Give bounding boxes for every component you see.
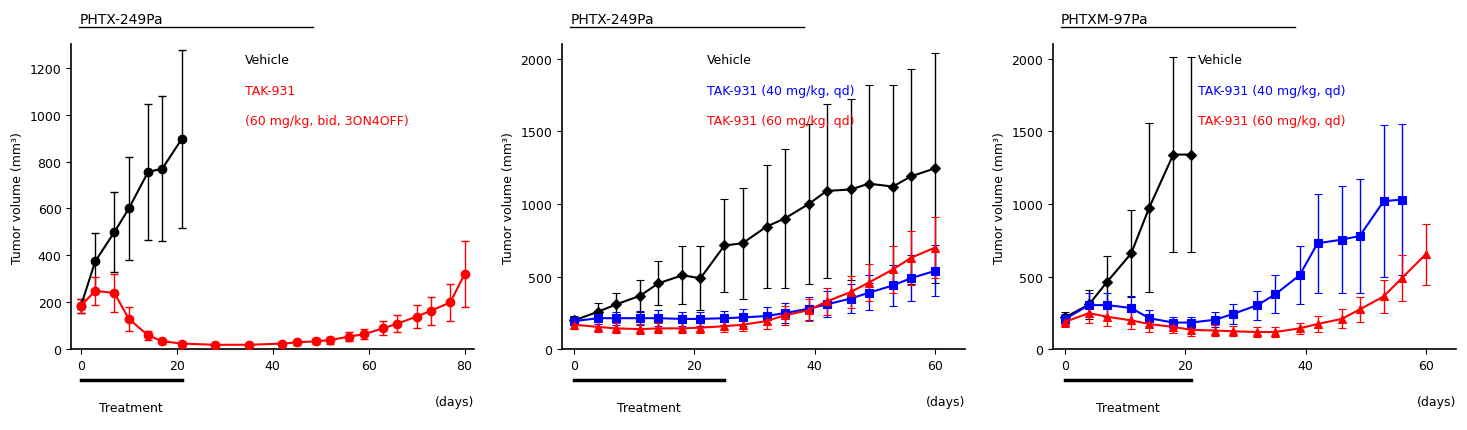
- Y-axis label: Tumor volume (mm³): Tumor volume (mm³): [993, 132, 1006, 263]
- Text: Treatment: Treatment: [1096, 402, 1160, 415]
- Text: TAK-931: TAK-931: [245, 85, 295, 98]
- Text: TAK-931 (60 mg/kg, qd): TAK-931 (60 mg/kg, qd): [707, 115, 855, 128]
- Text: TAK-931 (40 mg/kg, qd): TAK-931 (40 mg/kg, qd): [707, 85, 855, 98]
- Text: Vehicle: Vehicle: [1199, 54, 1243, 67]
- Text: PHTX-249Pa: PHTX-249Pa: [571, 12, 654, 27]
- Text: (60 mg/kg, bid, 3ON4OFF): (60 mg/kg, bid, 3ON4OFF): [245, 115, 408, 128]
- Y-axis label: Tumor volume (mm³): Tumor volume (mm³): [12, 132, 23, 263]
- Text: (days): (days): [434, 395, 474, 408]
- Y-axis label: Tumor volume (mm³): Tumor volume (mm³): [502, 132, 515, 263]
- Text: TAK-931 (40 mg/kg, qd): TAK-931 (40 mg/kg, qd): [1199, 85, 1345, 98]
- Text: (days): (days): [926, 395, 965, 408]
- Text: Vehicle: Vehicle: [707, 54, 753, 67]
- Text: (days): (days): [1417, 395, 1455, 408]
- Text: PHTXM-97Pa: PHTXM-97Pa: [1061, 12, 1149, 27]
- Text: Treatment: Treatment: [100, 402, 163, 415]
- Text: Vehicle: Vehicle: [245, 54, 289, 67]
- Text: TAK-931 (60 mg/kg, qd): TAK-931 (60 mg/kg, qd): [1199, 115, 1345, 128]
- Text: Treatment: Treatment: [618, 402, 681, 415]
- Text: PHTX-249Pa: PHTX-249Pa: [79, 12, 163, 27]
